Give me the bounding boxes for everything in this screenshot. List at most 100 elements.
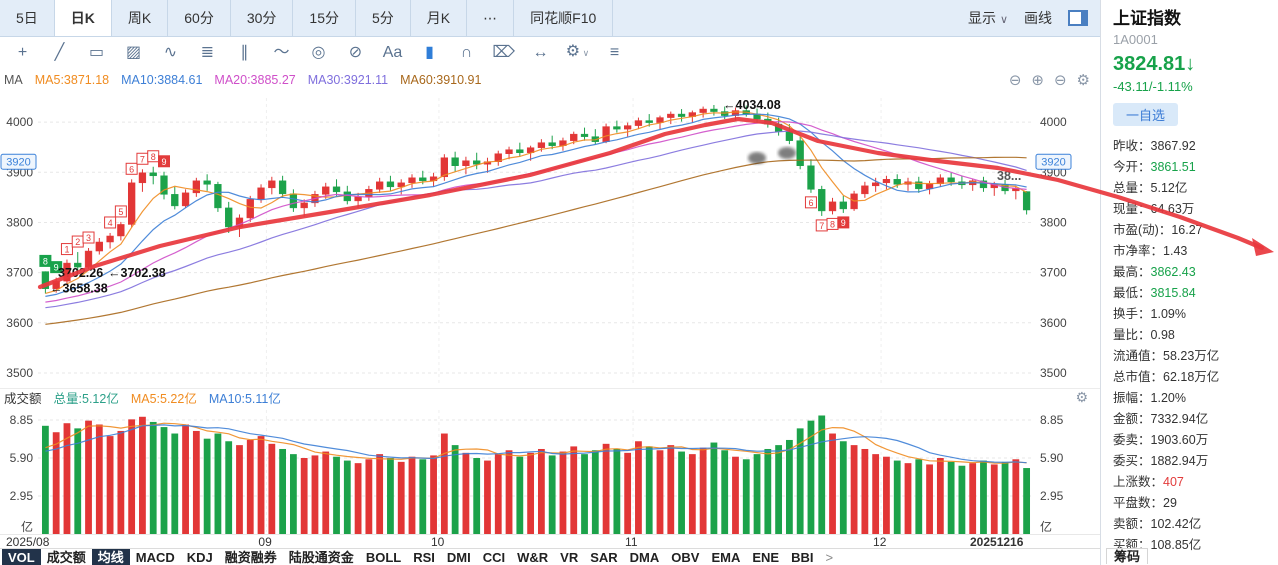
svg-text:8: 8	[830, 219, 835, 229]
remove-watchlist-button[interactable]: 一自选	[1113, 103, 1179, 126]
no-draw-icon[interactable]: ⊘	[348, 44, 363, 61]
stat-row: 市盈(动)：16.27	[1113, 223, 1203, 237]
text-tool-icon[interactable]: Aa	[382, 44, 403, 61]
stat-row: 委卖：1903.60万	[1113, 433, 1209, 447]
index-name: 上证指数	[1113, 9, 1181, 28]
parallel-channel-icon[interactable]: ∥	[240, 44, 249, 61]
volume-chart[interactable]: 2.95 2.95 5.90 5.90 8.85 8.85 亿 亿	[0, 406, 1100, 534]
collapse-icon[interactable]: ⊖	[1053, 72, 1067, 89]
draw-line-button[interactable]: 画线	[1024, 10, 1052, 26]
indicator-tab-RSI[interactable]: RSI	[413, 550, 435, 565]
trendline-icon[interactable]: ╱	[54, 44, 65, 61]
period-tab-月K[interactable]: 月K	[411, 0, 468, 36]
wave-icon[interactable]: 〜	[273, 44, 290, 61]
svg-text:6: 6	[808, 198, 813, 208]
display-button[interactable]: 显示 ∨	[968, 10, 1008, 26]
volume-legend-item: MA10:5.11亿	[208, 392, 281, 406]
gann-lines-icon[interactable]: ≣	[200, 44, 215, 61]
more-indicators-button[interactable]: >	[825, 550, 834, 565]
svg-text:3: 3	[86, 233, 91, 243]
period-tab-同花顺F10[interactable]: 同花顺F10	[514, 0, 614, 36]
indicator-tab-KDJ[interactable]: KDJ	[186, 550, 213, 565]
ma-legend-item: MA5:3871.18	[34, 73, 110, 87]
indicator-tab-DMI[interactable]: DMI	[446, 550, 471, 565]
svg-text:3500: 3500	[6, 366, 33, 380]
chart-controls: ⊖ ⊕ ⊖ ⚙	[1009, 71, 1100, 89]
stat-row: 卖额：102.42亿	[1113, 517, 1202, 531]
volume-pane-label: 成交额	[4, 392, 42, 406]
zoom-out-icon[interactable]: ⊖	[1008, 72, 1022, 89]
indicator-tab-BOLL[interactable]: BOLL	[365, 550, 402, 565]
current-price: 3824.81↓	[1113, 53, 1196, 75]
svg-text:4: 4	[108, 218, 113, 228]
trash-icon[interactable]: ⌦	[492, 44, 515, 61]
panel-toggle-icon[interactable]	[1068, 10, 1088, 26]
stat-row: 量比：0.98	[1113, 328, 1175, 342]
indicator-tab-SAR[interactable]: SAR	[590, 550, 618, 565]
period-tab-15分[interactable]: 15分	[293, 0, 356, 36]
x-axis-label: 2025/08	[6, 535, 50, 549]
circles-icon[interactable]: ◎	[311, 44, 326, 61]
quote-sidebar: 上证指数 1A0001 3824.81↓ -43.11/-1.11% 一自选 昨…	[1100, 0, 1278, 565]
volume-values: 总量:5.12亿 MA5:5.22亿 MA10:5.11亿	[54, 388, 281, 407]
period-tab-5分[interactable]: 5分	[356, 0, 411, 36]
volume-bars	[41, 415, 1031, 534]
volume-legend-item: 总量:5.12亿	[53, 392, 119, 406]
arc-icon[interactable]: ∩	[460, 44, 473, 61]
price-change: -43.11/-1.11%	[1113, 79, 1193, 94]
layers-icon[interactable]: ≡	[609, 44, 620, 61]
indicator-tab-EMA[interactable]: EMA	[711, 550, 741, 565]
quote-stats: 昨收：3867.92 今开：3861.51 总量：5.12亿 现量：64.63万 市盈(…	[1113, 136, 1278, 556]
curve-icon[interactable]: ∿	[163, 44, 178, 61]
indicator-tab-ENE[interactable]: ENE	[752, 550, 780, 565]
indicator-tab-融资融券[interactable]: 融资融券	[224, 550, 277, 565]
svg-text:9: 9	[841, 218, 846, 228]
stat-row: 现量：64.63万	[1113, 202, 1195, 216]
topbar-right: 显示 ∨ 画线	[968, 0, 1100, 36]
hatch-icon[interactable]: ▨	[125, 44, 142, 61]
indicator-tab-W&R[interactable]: W&R	[517, 550, 549, 565]
vol-ma5-line	[45, 422, 1027, 464]
tab-chips[interactable]: 筹码	[1106, 548, 1149, 564]
svg-text:4000: 4000	[6, 115, 33, 129]
ma20-line	[45, 121, 1027, 303]
vol-ma10-line	[45, 424, 1027, 464]
period-tab-60分[interactable]: 60分	[168, 0, 231, 36]
period-tab-日K[interactable]: 日K	[54, 0, 112, 36]
pane-settings-icon[interactable]: ⚙	[1076, 72, 1090, 89]
price-chart[interactable]: 3500 3500 3600 3600 3700 3700 3800 3800 3900 3900…	[0, 92, 1100, 388]
stat-row: 振幅：1.20%	[1113, 391, 1186, 405]
indicator-tab-VR[interactable]: VR	[560, 550, 579, 565]
crosshair-icon[interactable]: +	[17, 44, 28, 61]
indicator-tab-陆股通资金[interactable]: 陆股通资金	[288, 550, 354, 565]
move-icon[interactable]: ↔	[532, 44, 549, 61]
x-axis-label: 10	[430, 535, 445, 549]
drawing-toolbar: + ╱ ▭ ▨ ∿ ≣ ∥ 〜 ◎ ⊘ Aa ▮ ∩ ⌦ ↔ ⚙ ∨ ≡	[0, 37, 1104, 69]
indicator-tab-成交额[interactable]: 成交额	[46, 550, 86, 565]
settings-icon[interactable]: ⚙ ∨	[565, 43, 590, 60]
indicator-tab-CCI[interactable]: CCI	[482, 550, 506, 565]
svg-text:8: 8	[43, 256, 48, 266]
period-tab-30分[interactable]: 30分	[231, 0, 294, 36]
ma-legend-item: MA60:3910.91	[400, 73, 482, 87]
indicator-tab-均线[interactable]: 均线	[91, 549, 130, 565]
index-code: 1A0001	[1113, 32, 1158, 47]
period-tab-周K[interactable]: 周K	[112, 0, 169, 36]
stat-row: 最高：3862.43	[1113, 265, 1196, 279]
period-tab-5日[interactable]: 5日	[0, 0, 55, 36]
indicator-tab-DMA[interactable]: DMA	[629, 550, 660, 565]
rectangle-icon[interactable]: ▭	[88, 44, 105, 61]
stat-row: 总量：5.12亿	[1113, 181, 1188, 195]
indicator-tab-VOL[interactable]: VOL	[2, 549, 41, 565]
svg-text:←3658.38: ←3658.38	[50, 282, 108, 296]
volume-settings-icon[interactable]: ⚙	[1075, 389, 1088, 405]
indicator-tab-MACD[interactable]: MACD	[135, 550, 175, 565]
period-tab-⋯[interactable]: ⋯	[467, 0, 515, 36]
indicator-tab-BBI[interactable]: BBI	[791, 550, 814, 565]
indicator-tab-OBV[interactable]: OBV	[671, 550, 700, 565]
zoom-in-icon[interactable]: ⊕	[1031, 72, 1044, 89]
svg-text:7: 7	[819, 221, 824, 231]
highlighter-icon[interactable]: ▮	[425, 44, 434, 61]
